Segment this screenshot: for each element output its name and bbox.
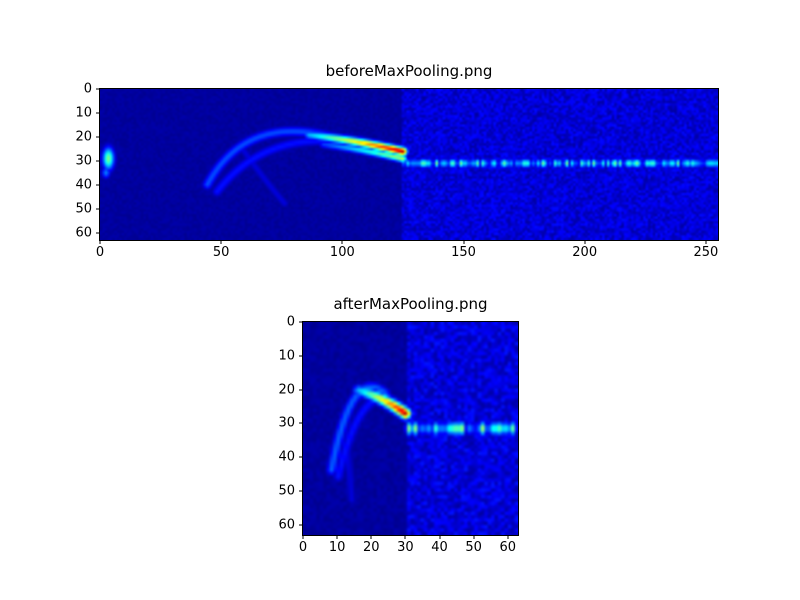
x-tick-mark bbox=[705, 240, 707, 244]
x-tick-label: 50 bbox=[212, 245, 230, 260]
y-tick-label: 60 bbox=[75, 225, 92, 241]
x-tick-label: 200 bbox=[572, 245, 598, 260]
x-tick-mark bbox=[584, 240, 586, 244]
x-tick-mark bbox=[341, 240, 343, 244]
x-tick-mark bbox=[507, 535, 509, 539]
y-tick-label: 20 bbox=[75, 129, 92, 145]
x-tick-label: 40 bbox=[431, 540, 448, 555]
y-tick-label: 30 bbox=[75, 153, 92, 169]
plot-title-before: beforeMaxPooling.png bbox=[325, 62, 493, 80]
x-tick-mark bbox=[473, 535, 475, 539]
x-tick-label: 150 bbox=[451, 245, 476, 260]
x-tick-label: 0 bbox=[95, 245, 105, 260]
x-tick-mark bbox=[370, 535, 372, 539]
x-tick-mark bbox=[463, 240, 465, 244]
x-tick-label: 60 bbox=[499, 540, 517, 555]
x-tick-label: 250 bbox=[693, 245, 719, 260]
heatmap-image-after bbox=[302, 321, 519, 536]
y-tick-label: 0 bbox=[286, 314, 295, 330]
x-tick-label: 30 bbox=[397, 540, 414, 555]
y-tick-label: 30 bbox=[278, 415, 295, 431]
x-tick-label: 10 bbox=[328, 540, 346, 555]
x-tick-mark bbox=[220, 240, 222, 244]
x-tick-mark bbox=[404, 535, 406, 539]
plot-title-after: afterMaxPooling.png bbox=[333, 295, 488, 313]
y-tick-label: 10 bbox=[75, 105, 92, 121]
x-tick-mark bbox=[336, 535, 338, 539]
y-tick-label: 10 bbox=[278, 348, 295, 364]
y-tick-label: 50 bbox=[278, 483, 295, 499]
heatmap-image-before bbox=[99, 88, 719, 241]
subplot-before-maxpooling: beforeMaxPooling.png 0 50 100 150 200 250 0 10… bbox=[75, 63, 719, 260]
y-tick-label: 50 bbox=[75, 201, 92, 217]
x-tick-label: 0 bbox=[298, 540, 308, 555]
subplot-after-maxpooling: afterMaxPooling.png 0 10 20 30 40 50 60 0 10 20 3… bbox=[278, 296, 519, 555]
x-tick-label: 50 bbox=[465, 540, 482, 555]
x-tick-mark bbox=[439, 535, 440, 539]
y-tick-label: 0 bbox=[83, 81, 92, 97]
x-tick-label: 20 bbox=[362, 540, 380, 555]
y-tick-label: 60 bbox=[278, 517, 295, 533]
y-tick-label: 40 bbox=[75, 177, 92, 193]
x-tick-mark bbox=[99, 240, 101, 244]
x-tick-label: 100 bbox=[329, 245, 355, 260]
y-tick-label: 20 bbox=[278, 382, 295, 398]
y-tick-label: 40 bbox=[278, 449, 295, 465]
x-tick-mark bbox=[302, 535, 304, 539]
